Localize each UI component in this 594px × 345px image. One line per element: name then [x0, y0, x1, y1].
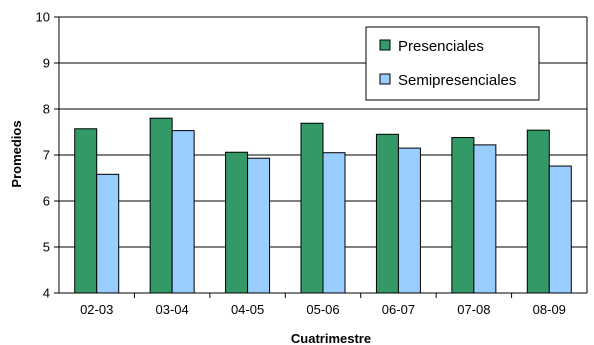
bar-presenciales-04-05 [225, 151, 249, 294]
y-tick-label-4: 4 [43, 286, 50, 301]
axes [54, 16, 588, 298]
bar-presenciales-02-03 [74, 128, 98, 294]
legend-label-presenciales: Presenciales [398, 38, 484, 55]
x-tick-label-04-05: 04-05 [231, 302, 264, 317]
bar-semipresenciales-03-04 [171, 130, 195, 294]
x-tick-label-05-06: 05-06 [306, 302, 339, 317]
x-tick-label-07-08: 07-08 [457, 302, 490, 317]
legend: Presenciales Semipresenciales [365, 26, 540, 101]
bar-semipresenciales-04-05 [247, 157, 271, 294]
x-tick-label-03-04: 03-04 [156, 302, 189, 317]
bar-semipresenciales-05-06 [322, 152, 346, 294]
y-tick-label-7: 7 [43, 148, 50, 163]
bar-presenciales-03-04 [149, 117, 173, 294]
bars [74, 117, 572, 294]
y-tick-label-5: 5 [43, 240, 50, 255]
legend-swatch-presenciales [379, 39, 391, 51]
bar-semipresenciales-02-03 [96, 173, 120, 294]
x-tick-label-08-09: 08-09 [533, 302, 566, 317]
x-tick-label-02-03: 02-03 [80, 302, 113, 317]
y-tick-label-6: 6 [43, 194, 50, 209]
x-axis-title: Cuatrimestre [291, 331, 371, 345]
x-tick-label-06-07: 06-07 [382, 302, 415, 317]
x-tick-labels: 02-03 03-04 04-05 05-06 06-07 07-08 08-09 [80, 302, 566, 317]
legend-swatch-semipresenciales [379, 73, 391, 85]
y-tick-label-10: 10 [36, 10, 50, 25]
y-tick-label-9: 9 [43, 56, 50, 71]
bar-semipresenciales-07-08 [473, 144, 497, 294]
bar-presenciales-05-06 [300, 122, 324, 294]
legend-label-semipresenciales: Semipresenciales [398, 72, 516, 89]
bar-presenciales-06-07 [375, 133, 399, 294]
bar-presenciales-08-09 [526, 129, 550, 294]
bar-presenciales-07-08 [451, 137, 475, 294]
y-tick-label-8: 8 [43, 102, 50, 117]
bar-semipresenciales-08-09 [548, 165, 572, 294]
legend-box [365, 26, 540, 101]
bar-semipresenciales-06-07 [397, 147, 421, 294]
y-axis-title: Promedios [9, 120, 24, 187]
y-tick-labels: 4 5 6 7 8 9 10 [36, 10, 50, 301]
